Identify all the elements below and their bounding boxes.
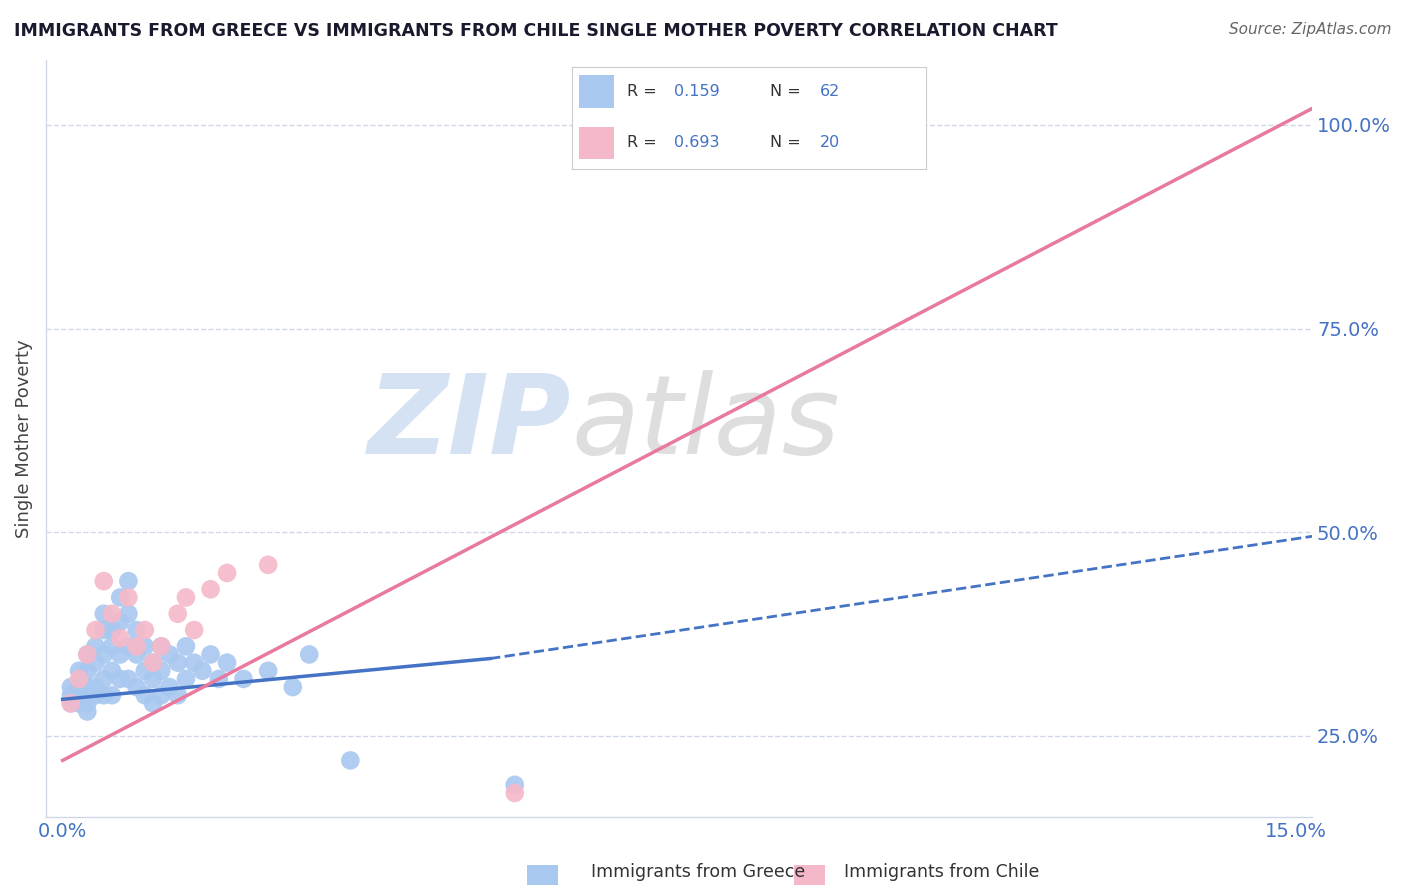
Text: atlas: atlas — [572, 370, 841, 477]
Text: Immigrants from Greece: Immigrants from Greece — [591, 863, 804, 881]
Point — [117, 640, 139, 654]
Point — [101, 623, 124, 637]
Point — [200, 648, 222, 662]
Point — [125, 640, 148, 654]
Point — [84, 688, 107, 702]
Point — [108, 648, 131, 662]
Point — [84, 623, 107, 637]
Point — [101, 664, 124, 678]
Point — [59, 697, 82, 711]
Point — [174, 591, 197, 605]
Point — [150, 640, 173, 654]
Point — [134, 623, 156, 637]
Point — [215, 566, 238, 580]
Point — [117, 574, 139, 588]
Point — [215, 656, 238, 670]
Point — [108, 631, 131, 645]
Point — [142, 656, 165, 670]
Point — [76, 664, 98, 678]
Text: IMMIGRANTS FROM GREECE VS IMMIGRANTS FROM CHILE SINGLE MOTHER POVERTY CORRELATIO: IMMIGRANTS FROM GREECE VS IMMIGRANTS FRO… — [14, 22, 1057, 40]
Point — [108, 672, 131, 686]
Point — [150, 664, 173, 678]
Point — [208, 672, 231, 686]
Point — [67, 688, 90, 702]
Point — [159, 680, 181, 694]
Point — [67, 672, 90, 686]
Point — [108, 591, 131, 605]
Point — [76, 705, 98, 719]
Point — [108, 615, 131, 629]
Point — [93, 607, 115, 621]
Point — [93, 688, 115, 702]
Point — [76, 697, 98, 711]
Point — [125, 680, 148, 694]
Point — [166, 688, 188, 702]
Point — [183, 656, 205, 670]
Point — [93, 672, 115, 686]
Point — [101, 607, 124, 621]
Point — [84, 640, 107, 654]
Point — [93, 574, 115, 588]
Point — [142, 656, 165, 670]
Point — [117, 591, 139, 605]
Text: ZIP: ZIP — [368, 370, 572, 477]
Text: Source: ZipAtlas.com: Source: ZipAtlas.com — [1229, 22, 1392, 37]
Point — [503, 786, 526, 800]
Point — [281, 680, 304, 694]
Point — [150, 688, 173, 702]
Point — [191, 664, 214, 678]
Point — [339, 753, 361, 767]
Point — [84, 680, 107, 694]
Text: Immigrants from Chile: Immigrants from Chile — [844, 863, 1039, 881]
Point — [200, 582, 222, 597]
Point — [76, 648, 98, 662]
Point — [117, 607, 139, 621]
Point — [67, 680, 90, 694]
Point — [76, 680, 98, 694]
Point — [503, 778, 526, 792]
Point — [134, 688, 156, 702]
Point — [150, 640, 173, 654]
Point — [76, 648, 98, 662]
Point — [134, 664, 156, 678]
Point — [93, 623, 115, 637]
Point — [166, 607, 188, 621]
Point — [298, 648, 321, 662]
Point — [257, 664, 280, 678]
Point — [183, 623, 205, 637]
Point — [101, 688, 124, 702]
Point — [142, 672, 165, 686]
Point — [174, 640, 197, 654]
Point — [93, 648, 115, 662]
Point — [125, 648, 148, 662]
Point — [59, 680, 82, 694]
Point — [134, 640, 156, 654]
Point — [174, 672, 197, 686]
Point — [59, 688, 82, 702]
Point — [67, 664, 90, 678]
Point — [159, 648, 181, 662]
Point — [142, 697, 165, 711]
Point — [101, 640, 124, 654]
Point — [232, 672, 254, 686]
Point — [125, 623, 148, 637]
Point — [166, 656, 188, 670]
Y-axis label: Single Mother Poverty: Single Mother Poverty — [15, 339, 32, 538]
Point — [67, 697, 90, 711]
Point — [751, 118, 773, 132]
Point — [257, 558, 280, 572]
Point — [59, 697, 82, 711]
Point — [84, 656, 107, 670]
Point — [117, 672, 139, 686]
